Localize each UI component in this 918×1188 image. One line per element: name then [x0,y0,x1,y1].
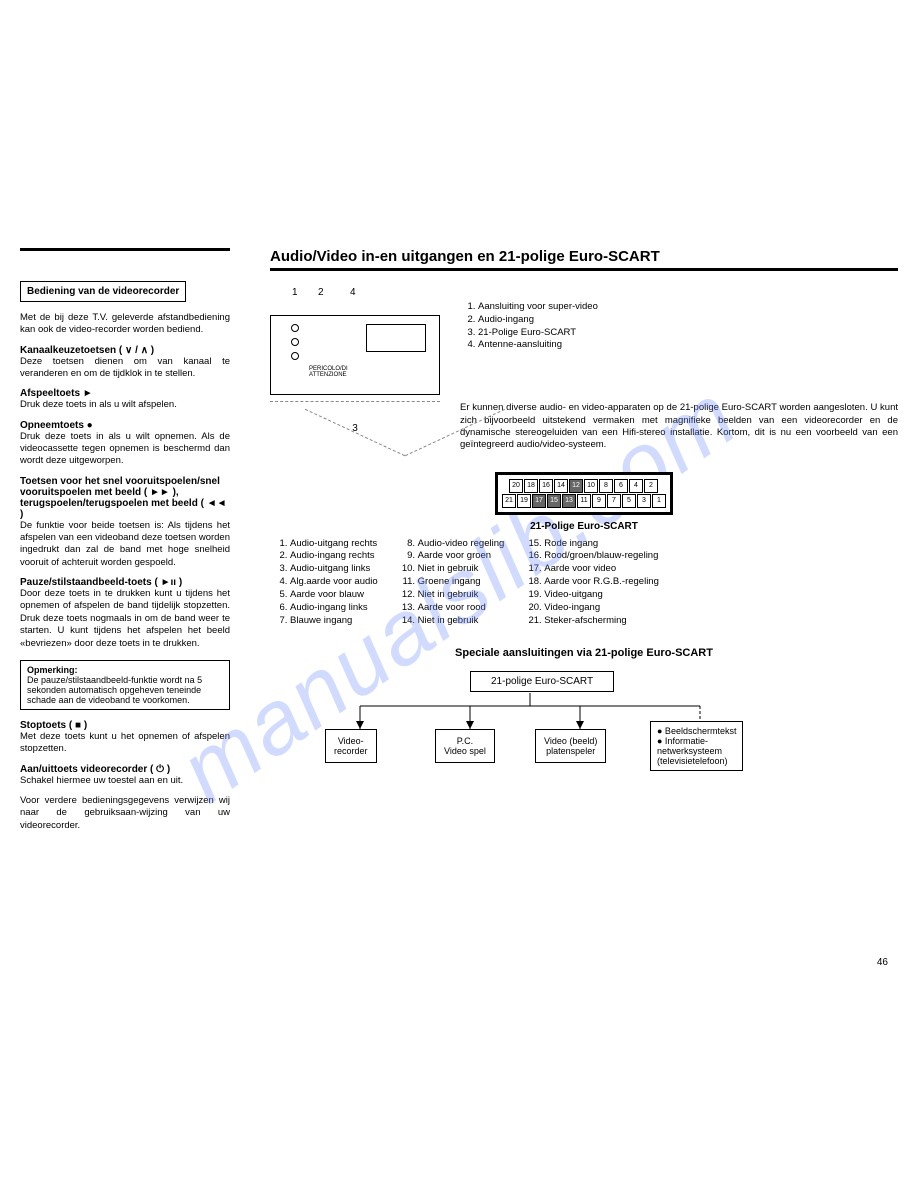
scart-pin: 19 [517,494,531,508]
connector-icon [291,324,299,332]
device-row: 1 2 4 PERICOLO/DIATTENZIONE 3 Aansluitin… [270,301,898,452]
flow-list-box: ● Beeldschermtekst● Informatie- netwerks… [650,721,743,771]
box-title: Bediening van de videorecorder [20,281,186,302]
section-text: Deze toetsen dienen om van kanaal te ver… [20,356,230,381]
pin-legend-item: Blauwe ingang [290,615,378,628]
pin-legend-item: Audio-uitgang links [290,563,378,576]
scart-pin: 1 [652,494,666,508]
dashed-line [270,401,440,402]
callout: 2 [318,287,324,298]
page-number: 46 [877,957,888,968]
pin-legend: Audio-uitgang rechtsAudio-ingang rechtsA… [270,538,898,628]
pin-legend-item: Alg.aarde voor audio [290,576,378,589]
scart-diagram: 2018161412108642 21191715131197531 21-Po… [270,472,898,532]
connector-icon [291,338,299,346]
scart-pin: 21 [502,494,516,508]
section-heading: Aan/uittoets videorecorder ( ⏻ ) [20,764,230,775]
legend-item: Aansluiting voor super-video [478,301,898,314]
section-heading: Afspeeltoets ► [20,388,230,399]
flow-diagram: 21-polige Euro-SCART Video-recorder P.C.… [270,671,898,781]
pin-legend-item: Audio-ingang rechts [290,550,378,563]
section-group: Stoptoets ( ■ )Met deze toets kunt u het… [20,720,230,787]
section-text: Druk deze toets in als u wilt opnemen. A… [20,431,230,468]
scart-pin: 10 [584,479,598,493]
divider [20,248,230,251]
pin-legend-item: Niet in gebruik [418,563,505,576]
flow-box: Video-recorder [325,729,377,763]
scart-pin: 2 [644,479,658,493]
final-text: Voor verdere bedieningsgegevens verwijze… [20,795,230,832]
scart-pin: 3 [637,494,651,508]
pin-legend-item: Audio-ingang links [290,602,378,615]
scart-pin: 12 [569,479,583,493]
section-heading: Pauze/stilstaandbeeld-toets ( ►ıı ) [20,577,230,588]
scart-pin: 16 [539,479,553,493]
scart-pin: 8 [599,479,613,493]
scart-pin: 17 [532,494,546,508]
pin-legend-item: Rood/groen/blauw-regeling [544,550,659,563]
device-text: PERICOLO/DIATTENZIONE [309,366,348,378]
scart-pin: 14 [554,479,568,493]
page-title: Audio/Video in-en uitgangen en 21-polige… [270,248,898,265]
section-text: De funktie voor beide toetsen is: Als ti… [20,520,230,569]
section-text: Met deze toets kunt u het opnemen of afs… [20,731,230,756]
callout: 1 [292,287,298,298]
legend-item: 21-Polige Euro-SCART [478,327,898,340]
pin-legend-item: Steker-afscherming [544,615,659,628]
pin-legend-item: Aarde voor video [544,563,659,576]
section-heading: Stoptoets ( ■ ) [20,720,230,731]
intro-text: Met de bij deze T.V. geleverde afstandbe… [20,312,230,337]
pin-legend-item: Niet in gebruik [418,589,505,602]
section-heading: Kanaalkeuzetoetsen ( ∨ / ∧ ) [20,345,230,356]
legend-item: Audio-ingang [478,314,898,327]
note-heading: Opmerking: [27,665,78,675]
section-text: Schakel hiermee uw toestel aan en uit. [20,775,230,787]
right-column: Audio/Video in-en uitgangen en 21-polige… [270,248,898,840]
pin-legend-item: Niet in gebruik [418,615,505,628]
pin-legend-item: Audio-video regeling [418,538,505,551]
divider [270,268,898,271]
section-group: Kanaalkeuzetoetsen ( ∨ / ∧ )Deze toetsen… [20,345,230,650]
callout: 4 [350,287,356,298]
section-heading: Opneemtoets ● [20,420,230,431]
scart-pin: 11 [577,494,591,508]
pin-legend-item: Aarde voor blauw [290,589,378,602]
pin-legend-item: Aarde voor R.G.B.-regeling [544,576,659,589]
left-column: Bediening van de videorecorder Met de bi… [20,248,230,840]
scart-pin: 6 [614,479,628,493]
top-legend: Aansluiting voor super-videoAudio-ingang… [460,301,898,352]
pin-legend-item: Rode ingang [544,538,659,551]
section-heading: Toetsen voor het snel vooruitspoelen/sne… [20,476,230,520]
scart-pin: 18 [524,479,538,493]
pin-legend-item: Aarde voor groen [418,550,505,563]
legend-item: Antenne-aansluiting [478,339,898,352]
scart-pin: 5 [622,494,636,508]
flow-top-box: 21-polige Euro-SCART [470,671,614,692]
connector-icon [291,352,299,360]
pin-legend-item: Audio-uitgang rechts [290,538,378,551]
scart-pin: 4 [629,479,643,493]
scart-pin: 20 [509,479,523,493]
scart-port-icon [366,324,426,352]
scart-pin: 13 [562,494,576,508]
flow-box: Video (beeld)platenspeler [535,729,606,763]
device-diagram: PERICOLO/DIATTENZIONE [270,315,440,395]
pin-legend-item: Groene ingang [418,576,505,589]
scart-connector: 2018161412108642 21191715131197531 [495,472,673,515]
note-text: De pauze/stilstaandbeeld-funktie wordt n… [27,675,202,705]
flow-box: P.C.Video spel [435,729,495,763]
note-box: Opmerking: De pauze/stilstaandbeeld-funk… [20,660,230,710]
scart-pin: 9 [592,494,606,508]
diagram-title: Speciale aansluitingen via 21-polige Eur… [270,647,898,659]
pin-legend-item: Aarde voor rood [418,602,505,615]
section-text: Door deze toets in te drukken kunt u tij… [20,588,230,650]
pin-legend-item: Video-uitgang [544,589,659,602]
pin-legend-item: Video-ingang [544,602,659,615]
description-text: Er kunnen diverse audio- en video-appara… [460,402,898,451]
scart-pin: 7 [607,494,621,508]
section-text: Druk deze toets in als u wilt afspelen. [20,399,230,411]
scart-pin: 15 [547,494,561,508]
scart-caption: 21-Polige Euro-SCART [270,521,898,532]
